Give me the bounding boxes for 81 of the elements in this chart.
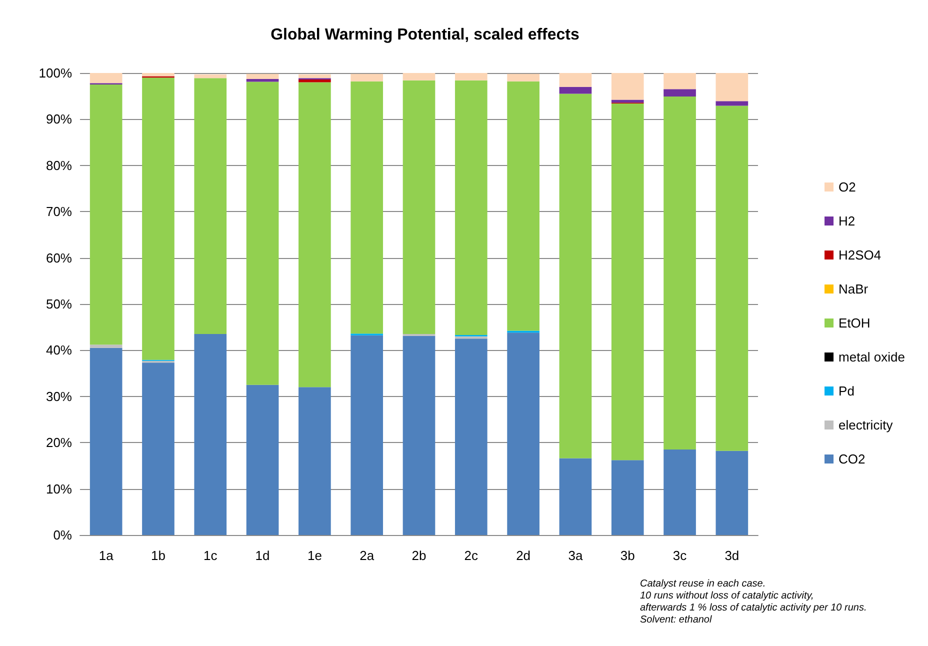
bar [559,86,592,94]
legend-label: H2SO4 [838,248,882,262]
y-tick-label: 100% [38,66,72,80]
legend-label: metal oxide [838,350,906,364]
bar [664,450,696,535]
x-tick-label: 1a [98,548,114,563]
bar [454,80,488,335]
bar [142,362,174,535]
x-tick-label: 3d [724,548,740,563]
bar [298,74,331,78]
y-tick-label: 0% [53,528,72,542]
bar [559,94,592,458]
bar [298,82,331,388]
bar [246,74,279,80]
legend-label: electricity [838,418,894,432]
bar [716,450,748,535]
legend-label: O2 [838,180,856,194]
x-tick-label: 1d [255,548,270,563]
x-tick-label: 1b [150,548,166,563]
bar [611,73,644,100]
legend-label: EtOH [838,316,870,330]
x-tick-label: 2a [360,548,375,563]
bar [246,79,279,82]
y-tick-label: 40% [46,342,72,358]
x-tick-label: 1c [204,548,218,563]
bar [507,332,540,535]
bar [90,84,122,345]
y-tick-label: 30% [46,388,72,404]
legend-label: Pd [838,384,854,398]
bar [454,338,488,535]
y-tick-label: 60% [46,250,72,266]
y-tick-label: 20% [46,435,72,450]
bar [90,73,122,84]
y-tick-label: 50% [46,296,72,312]
bar [142,78,174,360]
bar [716,73,748,102]
bar [559,458,592,535]
bar [611,460,644,535]
bar [350,74,384,82]
bar [298,79,331,82]
bar [611,100,644,103]
bar [350,335,384,535]
legend-label: H2 [838,214,856,228]
bar [611,103,644,460]
bar [507,74,540,82]
x-tick-label: 2c [464,548,479,563]
x-tick-label: 3a [568,548,584,563]
bar [246,82,279,385]
bar [664,89,696,97]
bar [194,74,227,78]
x-tick-label: 2b [412,548,426,563]
x-tick-label: 1e [307,548,322,563]
y-tick-label: 80% [46,158,72,173]
bar [454,73,488,80]
bar [350,81,384,334]
bar [664,96,696,450]
bar [90,344,122,348]
x-tick-label: 2d [516,548,531,563]
y-tick-label: 70% [46,204,72,220]
bar [716,106,748,451]
x-tick-label: 3c [672,548,688,563]
bar [402,73,436,80]
legend-label: NaBr [838,282,869,296]
bar [507,81,540,331]
bar [298,387,331,535]
bar [194,78,227,334]
bar [716,101,748,106]
x-tick-label: 3b [620,548,635,563]
legend-label: CO2 [838,452,866,466]
bar [246,384,279,535]
bar [559,73,592,87]
bar [402,336,436,535]
text: Catalyst reuse in each case. 10 runs without loss of catalytic activity, afterwards 1 % loss of catalytic activity per 10 runs. Solvent: ethanol [640,578,867,626]
bar [194,334,227,535]
chart-title: Global Warming Potential, scaled effects [270,26,580,44]
y-tick-label: 90% [46,112,72,127]
bar [142,73,174,76]
bar [90,348,122,535]
y-tick-label: 10% [46,481,72,496]
bar [664,73,696,90]
bar [402,80,436,334]
